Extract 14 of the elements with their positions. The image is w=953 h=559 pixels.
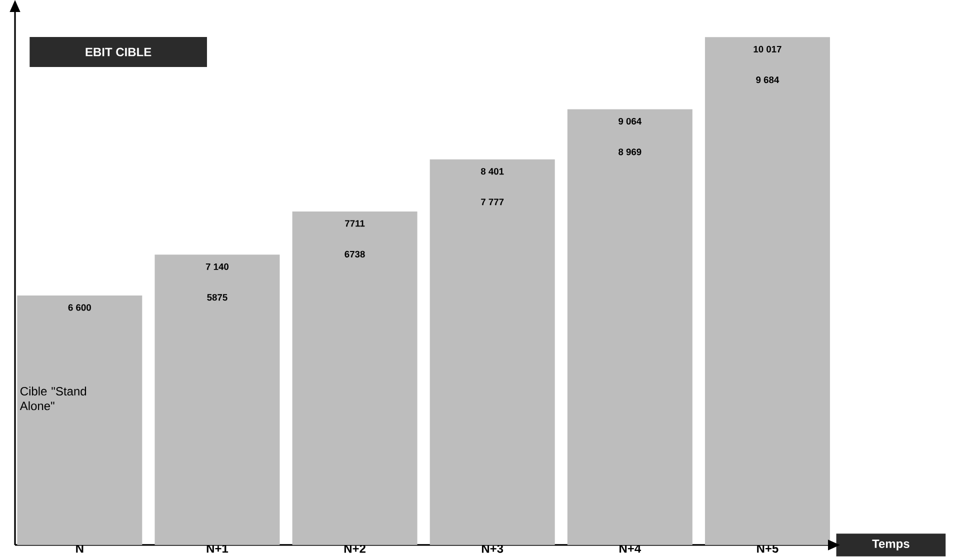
data-label: 7711 [345, 220, 365, 227]
data-label: 8 401 [480, 168, 504, 175]
x-axis-title: Temps [872, 540, 910, 550]
data-label: 6 600 [68, 304, 91, 311]
annotation: Cible "Stand Alone" [20, 386, 86, 410]
data-label: 7 140 [206, 263, 229, 270]
data-label: 9 064 [618, 118, 642, 125]
annotation: 8 969 [618, 148, 642, 156]
annotation: 9 684 [756, 76, 780, 84]
data-label: 10 017 [754, 46, 782, 52]
annotation: 5875 [207, 294, 228, 301]
text: EBIT CIBLE [86, 48, 152, 56]
annotation: 7 777 [481, 198, 504, 206]
annotation: 6738 [344, 250, 365, 258]
